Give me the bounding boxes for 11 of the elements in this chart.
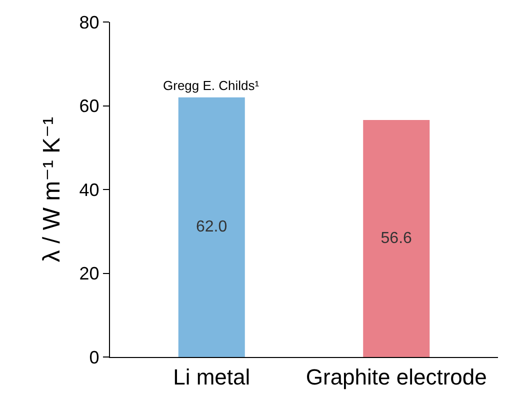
y-axis-title: λ / W m⁻¹ K⁻¹ xyxy=(38,116,66,262)
y-tick-label: 0 xyxy=(89,347,100,368)
x-tick-label: Li metal xyxy=(173,364,250,390)
data-label: 62.0 xyxy=(196,218,228,236)
y-tick-label: 80 xyxy=(79,12,100,32)
data-label: 56.6 xyxy=(380,230,412,247)
annotation: Gregg E. Childs¹ xyxy=(163,78,260,93)
x-tick-label: Graphite electrode xyxy=(306,364,487,390)
y-tick-label: 40 xyxy=(79,180,100,200)
y-tick-label: 60 xyxy=(79,96,100,116)
y-tick-label: 20 xyxy=(79,264,100,284)
